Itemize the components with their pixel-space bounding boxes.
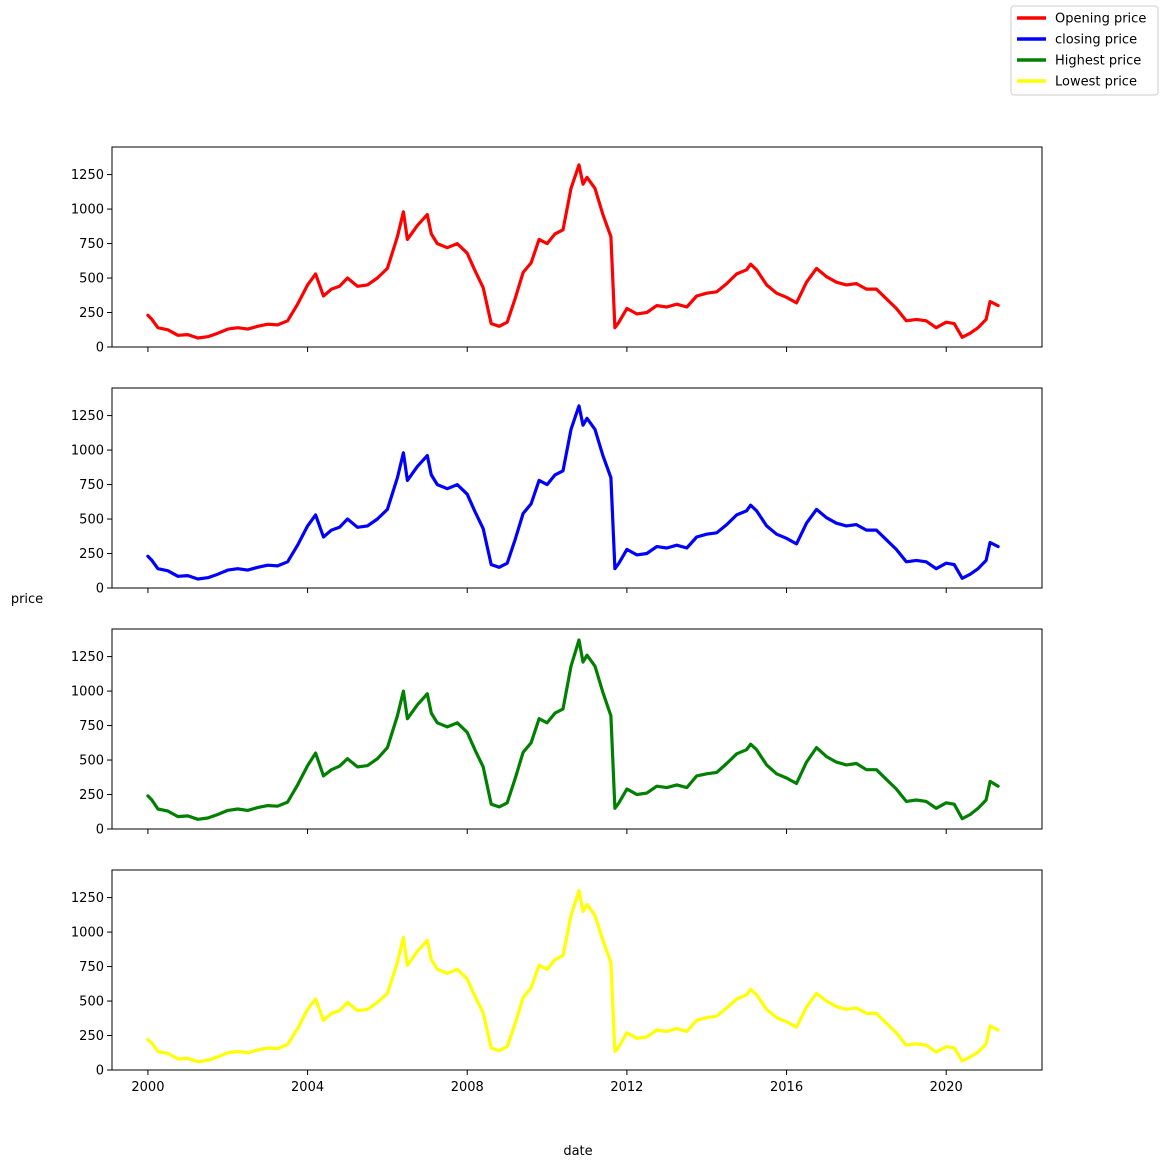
y-tick-label: 750: [79, 478, 104, 493]
series-line-2: [146, 638, 1000, 821]
series-line-3: [146, 889, 1000, 1064]
x-axis-label: date: [563, 1144, 592, 1159]
series-line-0: [146, 163, 1000, 340]
legend-label: Highest price: [1055, 54, 1141, 69]
axes-frame: [111, 387, 1043, 589]
legend: Opening price closing price Highest price L…: [1010, 5, 1159, 96]
y-tick-label: 500: [79, 754, 104, 769]
y-tick-label: 500: [79, 513, 104, 528]
y-tick-label: 1000: [71, 926, 104, 941]
series-line-1: [146, 404, 1000, 581]
axes-frame: [111, 628, 1043, 830]
y-tick-label: 750: [79, 237, 104, 252]
axes-frame: [111, 146, 1043, 348]
y-tick-label: 0: [96, 582, 104, 597]
y-tick-label: 250: [79, 788, 104, 803]
axes-frame: [111, 869, 1043, 1071]
legend-label: closing price: [1055, 33, 1137, 48]
y-tick-label: 0: [96, 341, 104, 356]
y-tick-label: 0: [96, 1064, 104, 1079]
panel-3: 0 250 500 750 1000 1250 2000 2004 2008 2012 2016 20…: [71, 869, 1043, 1095]
y-tick-label: 1000: [71, 444, 104, 459]
y-tick-label: 1250: [71, 168, 104, 183]
panel-2: 0 250 500 750 1000 1250: [71, 628, 1043, 838]
y-tick-label: 1000: [71, 685, 104, 700]
panel-0: 0 250 500 750 1000 1250: [71, 146, 1043, 356]
x-tick-label: 2008: [451, 1080, 484, 1095]
legend-label: Opening price: [1055, 12, 1146, 27]
y-tick-label: 0: [96, 823, 104, 838]
y-tick-label: 250: [79, 306, 104, 321]
legend-box: [1010, 5, 1159, 96]
panel-1: 0 250 500 750 1000 1250: [71, 387, 1043, 597]
legend-label: Lowest price: [1055, 75, 1137, 90]
y-tick-label: 250: [79, 547, 104, 562]
x-tick-label: 2016: [770, 1080, 803, 1095]
x-tick-label: 2004: [291, 1080, 324, 1095]
x-tick-label: 2000: [131, 1080, 164, 1095]
y-tick-label: 1000: [71, 203, 104, 218]
y-tick-label: 500: [79, 995, 104, 1010]
chart-panels: 0 250 500 750 1000 1250 0 250 500 750 1000 1250 0 250…: [71, 146, 1043, 1095]
y-tick-label: 750: [79, 719, 104, 734]
x-tick-label: 2020: [930, 1080, 963, 1095]
y-tick-label: 750: [79, 960, 104, 975]
y-tick-label: 500: [79, 272, 104, 287]
y-tick-label: 1250: [71, 891, 104, 906]
x-tick-label: 2012: [610, 1080, 643, 1095]
y-tick-label: 1250: [71, 650, 104, 665]
y-tick-label: 250: [79, 1029, 104, 1044]
y-axis-label: price: [11, 592, 43, 607]
y-tick-label: 1250: [71, 409, 104, 424]
